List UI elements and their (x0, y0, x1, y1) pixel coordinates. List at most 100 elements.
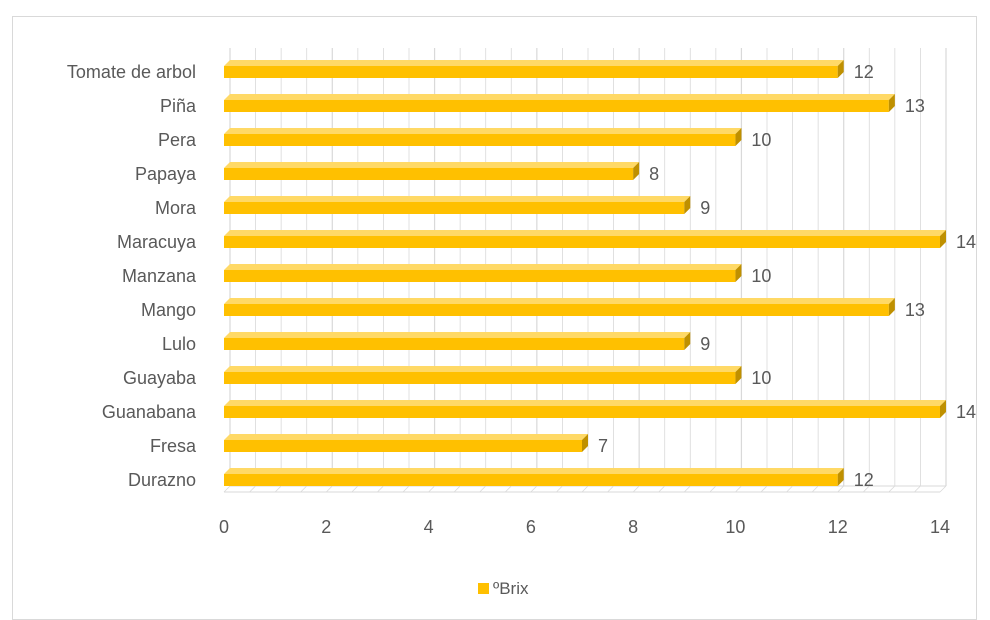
bar-top (224, 366, 742, 372)
floor-gridline (735, 485, 742, 493)
bar-side (735, 366, 742, 384)
data-label: 12 (854, 470, 874, 490)
category-label: Guanabana (102, 402, 197, 422)
bar (224, 236, 940, 248)
bar (224, 100, 889, 112)
bar-top (224, 128, 742, 134)
bar-top (224, 298, 895, 304)
bar (224, 168, 634, 180)
floor-gridline (684, 485, 691, 493)
floor-gridline (428, 485, 435, 493)
bar-side (837, 60, 844, 78)
category-label: Lulo (162, 334, 196, 354)
bar (224, 338, 685, 350)
x-tick-label: 2 (321, 517, 331, 537)
bar-top (224, 196, 691, 202)
chart-area (12, 16, 977, 620)
floor-gridline (505, 485, 512, 493)
category-label: Pera (158, 130, 197, 150)
data-label: 14 (956, 232, 976, 252)
data-label: 12 (854, 62, 874, 82)
data-label: 10 (751, 266, 771, 286)
x-tick-label: 10 (725, 517, 745, 537)
floor-gridline (863, 485, 870, 493)
bar-top (224, 332, 691, 338)
category-label: Durazno (128, 470, 196, 490)
data-label: 10 (751, 368, 771, 388)
bar-side (888, 94, 895, 112)
floor-gridline (377, 485, 384, 493)
category-label: Piña (160, 96, 197, 116)
floor-gridline (914, 485, 921, 493)
bar-top (224, 162, 640, 168)
bar-top (224, 94, 895, 100)
bar-side (837, 468, 844, 486)
category-label: Papaya (135, 164, 197, 184)
floor-gridline (632, 485, 640, 493)
bar (224, 372, 736, 384)
bar (224, 270, 736, 282)
x-tick-label: 12 (828, 517, 848, 537)
floor-gridline (530, 485, 538, 493)
bar-side (735, 128, 742, 146)
floor-gridline (351, 485, 359, 493)
x-tick-label: 0 (219, 517, 229, 537)
floor-gridline (402, 485, 410, 493)
bar-top (224, 230, 946, 236)
data-label: 10 (751, 130, 771, 150)
category-label: Mango (141, 300, 196, 320)
floor-gridline (709, 485, 717, 493)
bar-side (633, 162, 640, 180)
category-label: Manzana (122, 266, 197, 286)
bar-side (684, 332, 691, 350)
floor-gridline (760, 485, 768, 493)
data-label: 14 (956, 402, 976, 422)
data-label: 13 (905, 300, 925, 320)
category-label: Tomate de arbol (67, 62, 196, 82)
floor-gridline (249, 485, 256, 493)
bar-side (582, 434, 588, 452)
floor-gridline (479, 485, 486, 493)
data-label: 13 (905, 96, 925, 116)
category-label: Guayaba (123, 368, 197, 388)
bar (224, 440, 582, 452)
bar (224, 474, 838, 486)
bar-top (224, 264, 742, 270)
x-tick-label: 6 (526, 517, 536, 537)
legend-swatch (478, 583, 489, 594)
bar-side (940, 400, 946, 418)
bar-side (888, 298, 895, 316)
bar-top (224, 434, 588, 440)
floor-gridline (837, 485, 844, 493)
category-label: Fresa (150, 436, 197, 456)
x-tick-label: 14 (930, 517, 950, 537)
floor-gridline (274, 485, 282, 493)
floor-gridline (453, 485, 461, 493)
legend-label: ºBrix (493, 579, 529, 598)
bar (224, 304, 889, 316)
floor-gridline (326, 485, 333, 493)
data-label: 8 (649, 164, 659, 184)
floor-gridline (223, 485, 231, 493)
floor-gridline (888, 485, 896, 493)
floor-gridline (581, 485, 589, 493)
bar-top (224, 60, 844, 66)
floor-gridline (300, 485, 307, 493)
bar (224, 406, 940, 418)
bar (224, 202, 685, 214)
floor-gridline (811, 485, 819, 493)
data-label: 9 (700, 334, 710, 354)
bar (224, 134, 736, 146)
category-label: Maracuya (117, 232, 197, 252)
bar-top (224, 400, 946, 406)
floor-gridline (607, 485, 614, 493)
data-label: 7 (598, 436, 608, 456)
x-tick-label: 8 (628, 517, 638, 537)
bar (224, 66, 838, 78)
bar-side (735, 264, 742, 282)
floor-gridline (786, 485, 793, 493)
x-tick-label: 4 (424, 517, 434, 537)
bar-top (224, 468, 844, 474)
data-label: 9 (700, 198, 710, 218)
